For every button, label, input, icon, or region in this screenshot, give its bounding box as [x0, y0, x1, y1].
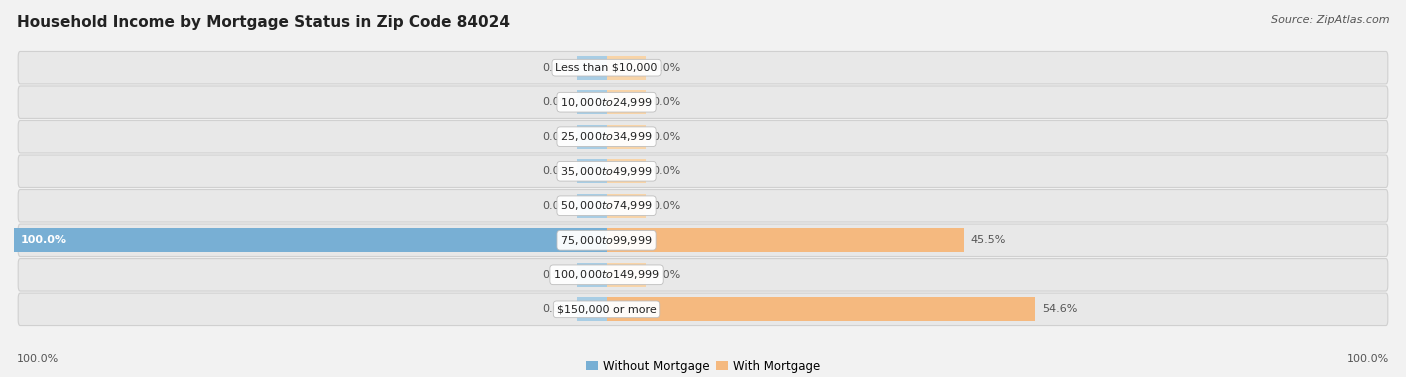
Text: $75,000 to $99,999: $75,000 to $99,999 — [561, 234, 652, 247]
FancyBboxPatch shape — [18, 293, 1388, 326]
Text: 0.0%: 0.0% — [541, 63, 569, 73]
Text: $10,000 to $24,999: $10,000 to $24,999 — [561, 96, 652, 109]
Text: 100.0%: 100.0% — [1347, 354, 1389, 364]
Text: 0.0%: 0.0% — [652, 97, 681, 107]
Text: 45.5%: 45.5% — [970, 235, 1007, 245]
Bar — [576, 263, 606, 287]
Text: 0.0%: 0.0% — [652, 201, 681, 211]
Text: 0.0%: 0.0% — [652, 63, 681, 73]
Bar — [606, 55, 645, 80]
Text: $25,000 to $34,999: $25,000 to $34,999 — [561, 130, 652, 143]
FancyBboxPatch shape — [18, 155, 1388, 187]
Text: 0.0%: 0.0% — [541, 97, 569, 107]
FancyBboxPatch shape — [18, 224, 1388, 256]
Text: Less than $10,000: Less than $10,000 — [555, 63, 658, 73]
Bar — [606, 125, 645, 149]
Text: 0.0%: 0.0% — [541, 270, 569, 280]
Bar — [606, 263, 645, 287]
Text: Source: ZipAtlas.com: Source: ZipAtlas.com — [1271, 15, 1389, 25]
Bar — [606, 159, 645, 183]
Text: $150,000 or more: $150,000 or more — [557, 304, 657, 314]
Text: Household Income by Mortgage Status in Zip Code 84024: Household Income by Mortgage Status in Z… — [17, 15, 510, 30]
Bar — [606, 90, 645, 114]
Text: 0.0%: 0.0% — [652, 166, 681, 176]
Bar — [576, 297, 606, 322]
Text: 0.0%: 0.0% — [541, 201, 569, 211]
Text: 0.0%: 0.0% — [541, 166, 569, 176]
Text: 100.0%: 100.0% — [21, 235, 67, 245]
Bar — [576, 55, 606, 80]
Bar — [606, 228, 965, 252]
Bar — [576, 90, 606, 114]
FancyBboxPatch shape — [18, 121, 1388, 153]
Text: 0.0%: 0.0% — [652, 270, 681, 280]
Text: 100.0%: 100.0% — [17, 354, 59, 364]
Text: 0.0%: 0.0% — [541, 132, 569, 142]
Text: $35,000 to $49,999: $35,000 to $49,999 — [561, 165, 652, 178]
FancyBboxPatch shape — [18, 190, 1388, 222]
FancyBboxPatch shape — [18, 259, 1388, 291]
Bar — [576, 159, 606, 183]
Text: 0.0%: 0.0% — [541, 304, 569, 314]
Text: $100,000 to $149,999: $100,000 to $149,999 — [553, 268, 659, 281]
Text: 0.0%: 0.0% — [652, 132, 681, 142]
FancyBboxPatch shape — [18, 86, 1388, 118]
FancyBboxPatch shape — [18, 51, 1388, 84]
Bar — [576, 194, 606, 218]
Bar — [606, 297, 1035, 322]
Text: 54.6%: 54.6% — [1042, 304, 1077, 314]
Bar — [14, 228, 606, 252]
Bar — [576, 125, 606, 149]
Bar — [606, 194, 645, 218]
Text: $50,000 to $74,999: $50,000 to $74,999 — [561, 199, 652, 212]
Legend: Without Mortgage, With Mortgage: Without Mortgage, With Mortgage — [581, 355, 825, 377]
